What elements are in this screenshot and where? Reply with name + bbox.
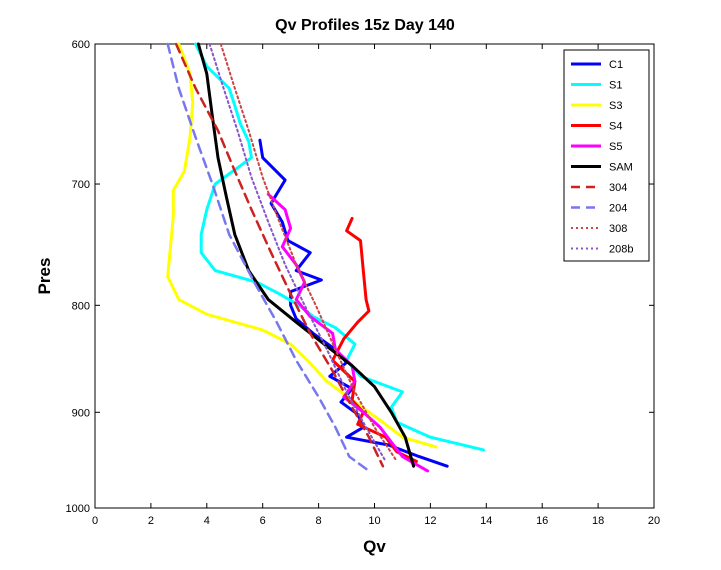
ticks-layer: 0 2 4 6 8 10 12 14 16 18 20 600 700 800 900 1000 <box>66 39 661 527</box>
y-tick-label-1000: 1000 <box>66 503 90 515</box>
series-line-S4 <box>331 216 418 463</box>
legend-label-S5: S5 <box>609 141 622 153</box>
legend-label-304: 304 <box>609 182 627 194</box>
x-tick-label-8: 8 <box>316 515 322 527</box>
series-line-304 <box>174 42 385 468</box>
series-line-204 <box>166 42 371 473</box>
series-line-308 <box>219 43 398 463</box>
x-tick-label-20: 20 <box>648 515 660 527</box>
x-tick-label-4: 4 <box>204 515 210 527</box>
y-tick-label-700: 700 <box>72 179 90 191</box>
series-line-208b <box>208 43 387 463</box>
legend-label-SAM: SAM <box>609 162 633 174</box>
series-line-C1 <box>258 138 449 468</box>
x-tick-label-18: 18 <box>592 515 604 527</box>
series-line-S5 <box>266 192 430 473</box>
legend: C1 S1 S3 S4 S5 SAM 304 204 308 208b <box>563 49 650 262</box>
chart-title: Qv Profiles 15z Day 140 <box>275 17 455 34</box>
y-tick-label-900: 900 <box>72 407 90 419</box>
legend-label-S1: S1 <box>609 80 622 92</box>
y-tick-label-800: 800 <box>72 300 90 312</box>
series-layer <box>166 42 485 473</box>
legend-label-204: 204 <box>609 203 627 215</box>
y-axis-label: Pres <box>35 258 54 295</box>
x-tick-label-6: 6 <box>260 515 266 527</box>
x-tick-label-14: 14 <box>480 515 492 527</box>
series-line-SAM <box>196 42 416 468</box>
x-axis-label: Qv <box>363 537 386 556</box>
legend-box <box>563 49 650 262</box>
x-tick-label-0: 0 <box>92 515 98 527</box>
x-tick-label-10: 10 <box>368 515 380 527</box>
x-tick-label-2: 2 <box>148 515 154 527</box>
x-tick-label-16: 16 <box>536 515 548 527</box>
legend-label-S3: S3 <box>609 100 622 112</box>
legend-label-308: 308 <box>609 223 627 235</box>
legend-label-208b: 208b <box>609 244 633 256</box>
legend-label-C1: C1 <box>609 59 623 71</box>
y-tick-label-600: 600 <box>72 39 90 51</box>
legend-label-S4: S4 <box>609 121 622 133</box>
x-tick-label-12: 12 <box>424 515 436 527</box>
